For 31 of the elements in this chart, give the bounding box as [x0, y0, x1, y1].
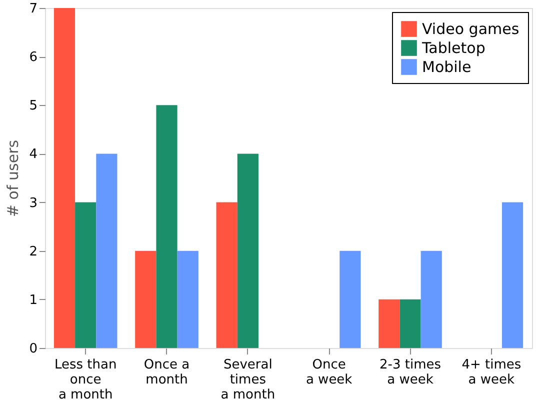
bar [340, 250, 361, 348]
y-tick-label: 1 [29, 292, 38, 308]
legend-label: Video games [422, 20, 520, 38]
bar [75, 202, 96, 348]
y-tick-label: 2 [29, 244, 38, 260]
bar [420, 250, 442, 348]
x-tick-label: Several times a month [220, 358, 276, 402]
y-axis-title: # of users [4, 140, 22, 218]
legend-label: Tabletop [421, 39, 486, 57]
bar [237, 154, 258, 348]
bar [135, 250, 156, 348]
y-tick-label: 4 [29, 147, 38, 162]
y-tick-label: 7 [29, 2, 38, 16]
bar [177, 250, 198, 348]
x-tick-label: 2-3 times a week [379, 358, 442, 388]
bar [502, 202, 524, 348]
bar [400, 299, 421, 348]
bar [96, 154, 118, 348]
x-tick-label: Less than once a month [54, 358, 117, 402]
x-tick-label: Once a week [306, 358, 353, 388]
bar [156, 105, 178, 348]
y-tick-label: 6 [29, 50, 38, 66]
y-tick-label: 0 [29, 342, 38, 356]
legend-label: Mobile [422, 58, 472, 76]
y-tick-label: 3 [29, 196, 38, 211]
x-tick-label: 4+ times a week [462, 358, 522, 388]
y-tick-label: 5 [29, 98, 38, 114]
bar [216, 202, 238, 348]
bar [378, 299, 400, 348]
bar [54, 8, 76, 348]
x-tick-label: Once a month [144, 358, 190, 388]
